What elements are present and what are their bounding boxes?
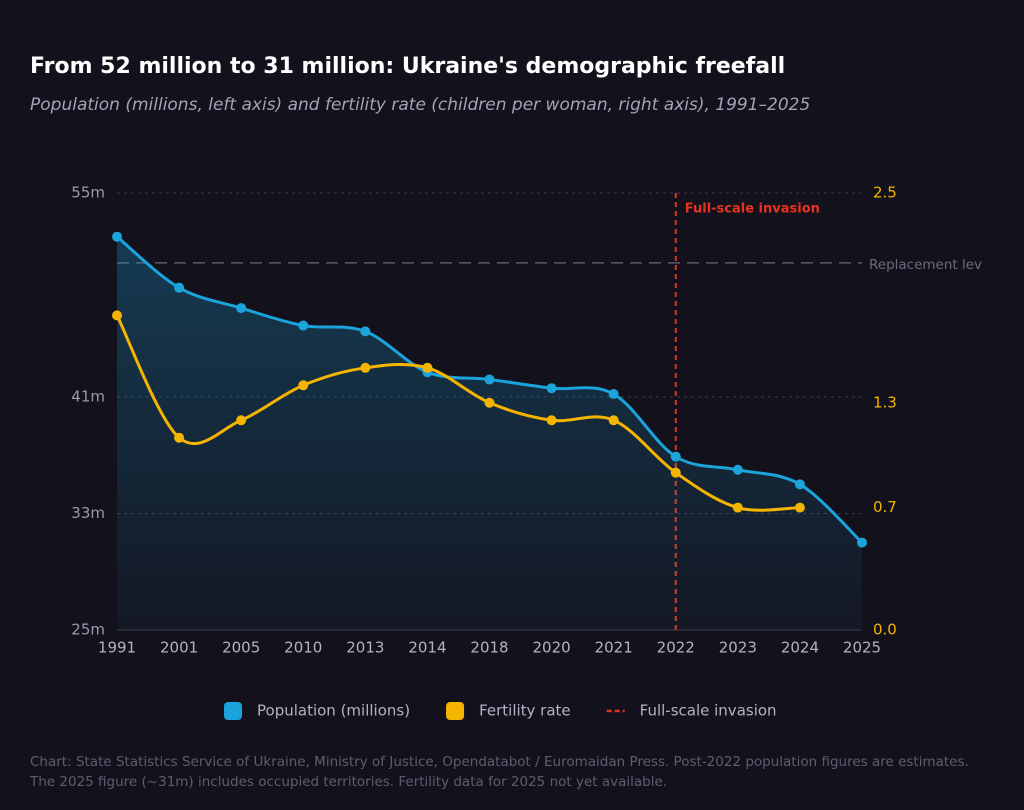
x-tick-label: 2020 bbox=[532, 639, 570, 657]
chart-subtitle: Population (millions, left axis) and fer… bbox=[30, 95, 810, 115]
legend-swatch bbox=[224, 702, 242, 720]
point bbox=[422, 362, 433, 373]
footnote: Chart: State Statistics Service of Ukrai… bbox=[30, 754, 969, 790]
point bbox=[360, 326, 371, 337]
point bbox=[484, 397, 495, 408]
point bbox=[794, 479, 805, 490]
legend-swatch bbox=[446, 702, 465, 720]
x-tick-label: 2021 bbox=[595, 639, 633, 657]
y2-tick-label: 0.7 bbox=[873, 498, 897, 516]
replacement-label: Replacement lev bbox=[869, 257, 982, 273]
x-tick-label: 2013 bbox=[346, 639, 384, 657]
legend-label: Full-scale invasion bbox=[640, 702, 777, 720]
x-tick-label: 2010 bbox=[284, 639, 322, 657]
area bbox=[117, 236, 862, 630]
point bbox=[732, 502, 743, 513]
point bbox=[298, 320, 309, 331]
x-tick-label: 2014 bbox=[408, 639, 446, 657]
point bbox=[546, 383, 557, 394]
point bbox=[236, 303, 247, 314]
point bbox=[236, 415, 247, 426]
y-tick-label: 41m bbox=[71, 387, 105, 405]
legend-label: Fertility rate bbox=[479, 702, 571, 720]
point bbox=[546, 415, 557, 426]
invasion-label: Full-scale invasion bbox=[685, 202, 820, 217]
x-tick-label: 2001 bbox=[160, 639, 198, 657]
point bbox=[670, 467, 681, 478]
y2-tick-label: 2.5 bbox=[873, 184, 897, 202]
y2-tick-label: 1.3 bbox=[873, 393, 897, 411]
x-tick-label: 2023 bbox=[719, 639, 757, 657]
y-tick-label: 55m bbox=[71, 184, 105, 202]
x-tick-label: 2022 bbox=[657, 639, 695, 657]
x-tick-label: 2005 bbox=[222, 639, 260, 657]
point bbox=[608, 415, 619, 426]
x-tick-label: 2018 bbox=[470, 639, 508, 657]
point bbox=[174, 432, 185, 443]
y2-tick-label: 0.0 bbox=[873, 621, 897, 639]
point bbox=[112, 310, 122, 321]
point bbox=[112, 231, 122, 242]
y-tick-label: 33m bbox=[71, 504, 105, 522]
point bbox=[360, 362, 371, 373]
chart-title: From 52 million to 31 million: Ukraine's… bbox=[30, 54, 785, 79]
x-tick-label: 2025 bbox=[843, 639, 881, 657]
point bbox=[670, 451, 681, 462]
legend-label: Population (millions) bbox=[257, 702, 410, 720]
point bbox=[608, 389, 619, 400]
point bbox=[174, 282, 185, 293]
point bbox=[857, 537, 867, 548]
point bbox=[298, 380, 309, 391]
x-tick-label: 2024 bbox=[781, 639, 819, 657]
point bbox=[794, 502, 805, 513]
point bbox=[732, 464, 743, 475]
x-tick-label: 1991 bbox=[98, 639, 136, 657]
y-tick-label: 25m bbox=[71, 621, 105, 639]
point bbox=[484, 374, 495, 385]
